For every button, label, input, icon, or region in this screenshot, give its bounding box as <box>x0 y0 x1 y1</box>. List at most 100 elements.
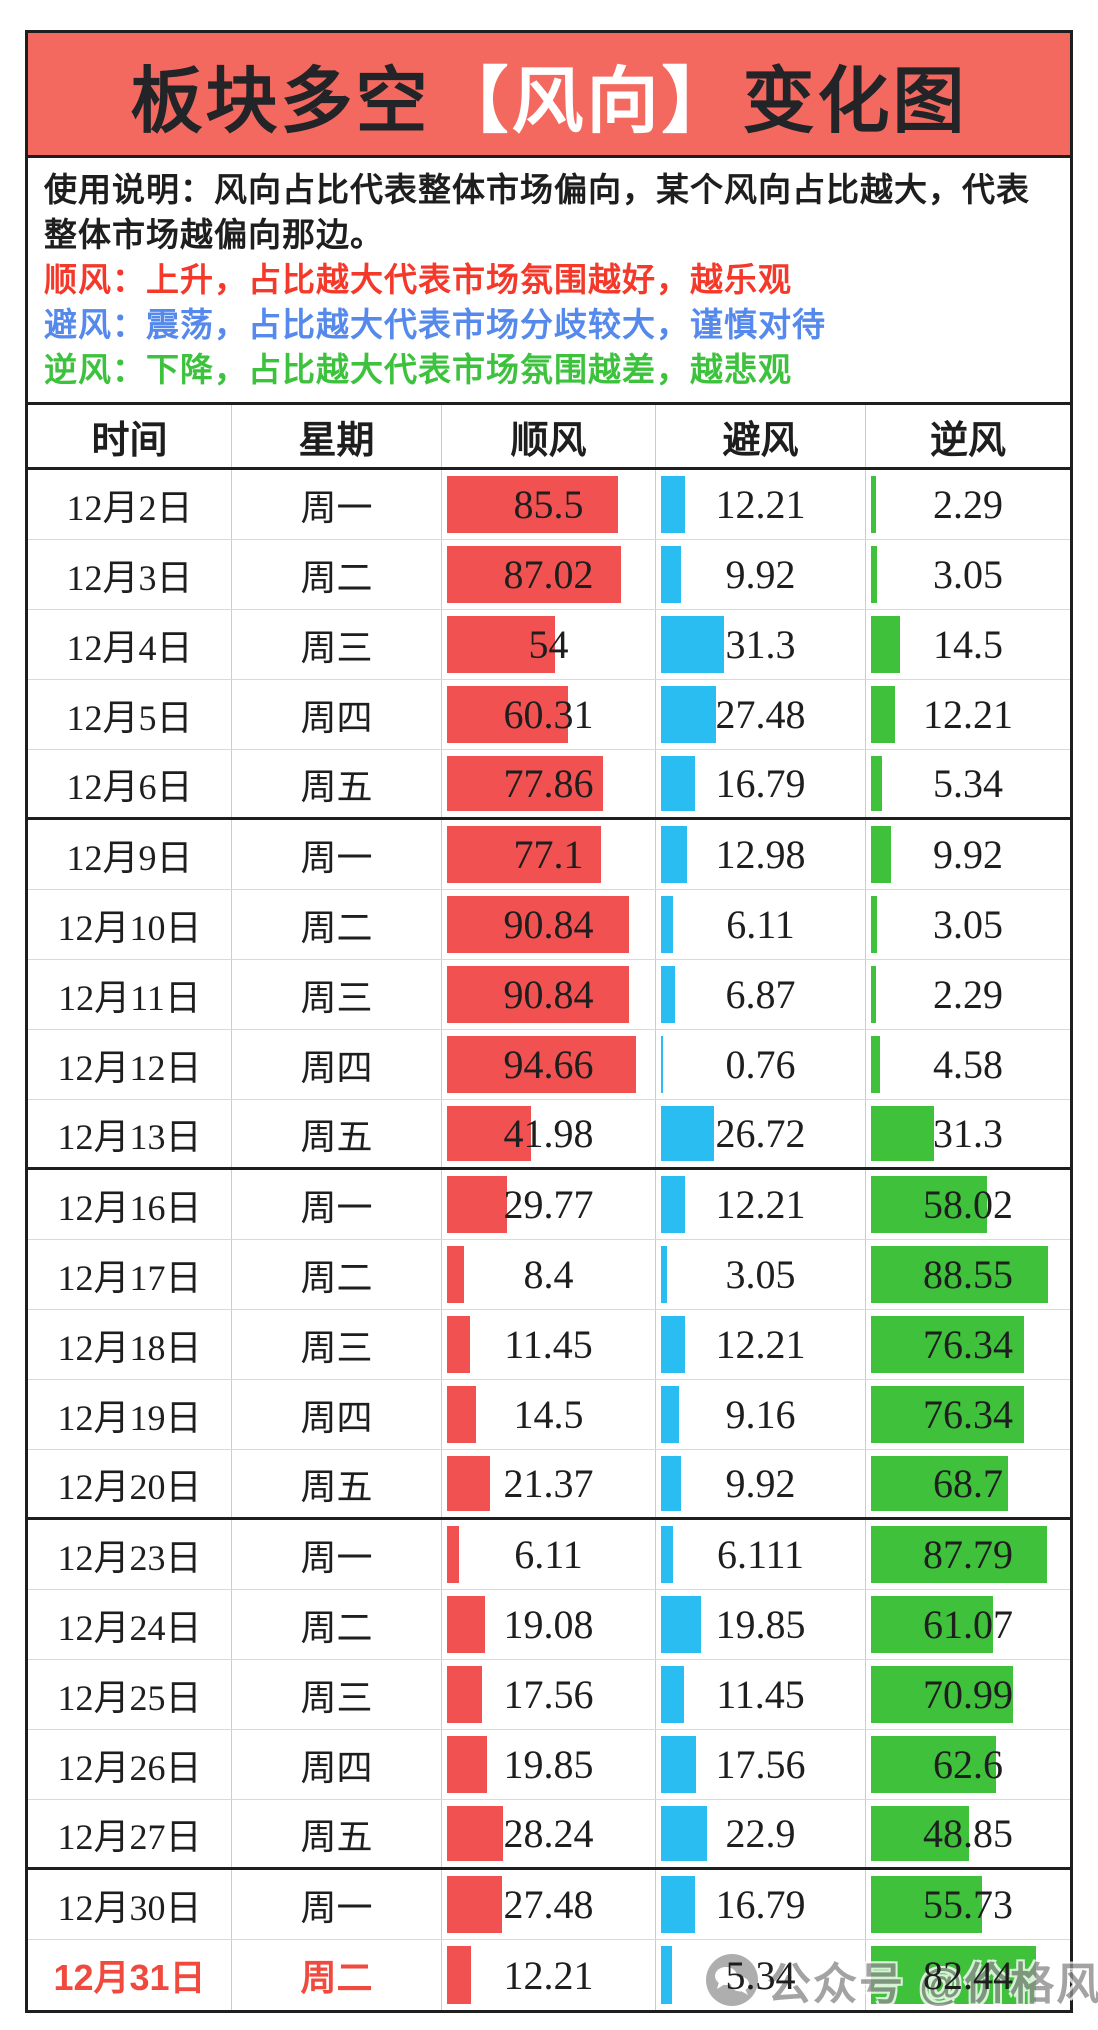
shun-value: 54 <box>528 622 569 667</box>
title-banner: 板块多空【风向】变化图 <box>28 33 1070 158</box>
shun-bar <box>447 1526 460 1583</box>
header-week: 星期 <box>231 405 441 467</box>
ni-value: 76.34 <box>923 1392 1013 1437</box>
ni-bar-cell: 87.79 <box>865 1520 1070 1589</box>
ni-bar-cell: 2.29 <box>865 470 1070 539</box>
bi-value: 17.56 <box>715 1742 806 1787</box>
shun-value: 77.86 <box>503 761 594 806</box>
ni-value: 2.29 <box>933 972 1003 1017</box>
date-cell: 12月17日 <box>57 1257 202 1298</box>
ni-value: 58.02 <box>923 1182 1013 1227</box>
bi-bar <box>661 896 674 953</box>
ni-value: 3.05 <box>933 552 1003 597</box>
week-cell: 周五 <box>231 750 441 817</box>
bi-value: 12.21 <box>715 482 806 527</box>
title-part2: 变化图 <box>742 61 968 142</box>
shun-bar <box>447 1036 637 1093</box>
table-row: 12月16日 周一 29.77 12.21 58.02 <box>28 1170 1070 1240</box>
bi-bar-cell: 31.3 <box>655 610 865 679</box>
ni-bar-cell: 76.34 <box>865 1310 1070 1379</box>
ni-bar <box>871 1666 1013 1723</box>
week-cell: 周二 <box>231 1940 441 2010</box>
ni-bar-cell: 68.7 <box>865 1450 1070 1517</box>
shun-bar <box>447 616 555 673</box>
ni-bar-cell: 55.73 <box>865 1870 1070 1939</box>
ni-bar-cell: 3.05 <box>865 890 1070 959</box>
ni-bar <box>871 476 876 533</box>
shun-value: 87.02 <box>503 552 594 597</box>
ni-bar <box>871 1736 997 1793</box>
week-cell: 周五 <box>231 1800 441 1867</box>
date-cell: 12月9日 <box>66 837 193 878</box>
ni-bar <box>871 1526 1047 1583</box>
shun-bar <box>447 1666 483 1723</box>
date-cell: 12月5日 <box>66 697 193 738</box>
bi-value: 6.11 <box>726 902 795 947</box>
bi-bar-cell: 5.34 <box>655 1940 865 2010</box>
week-cell: 周三 <box>231 1660 441 1729</box>
table-row: 12月18日 周三 11.45 12.21 76.34 <box>28 1310 1070 1380</box>
shun-value: 29.77 <box>503 1182 594 1227</box>
header-tailwind: 顺风 <box>441 405 655 467</box>
date-cell: 12月18日 <box>57 1327 202 1368</box>
main-panel: 板块多空【风向】变化图 使用说明：风向占比代表整体市场偏向，某个风向占比越大，代… <box>25 30 1073 2013</box>
shun-bar <box>447 1456 490 1511</box>
bi-bar-cell: 22.9 <box>655 1800 865 1867</box>
shun-bar-cell: 90.84 <box>441 890 655 959</box>
ni-value: 70.99 <box>923 1672 1013 1717</box>
shun-value: 14.5 <box>513 1392 584 1437</box>
title-highlight: 【风向】 <box>436 61 737 142</box>
ni-value: 12.21 <box>923 692 1013 737</box>
week-cell: 周四 <box>231 680 441 749</box>
bi-bar <box>661 756 695 811</box>
bi-bar-cell: 6.111 <box>655 1520 865 1589</box>
bi-bar-cell: 11.45 <box>655 1660 865 1729</box>
table-row: 12月26日 周四 19.85 17.56 62.6 <box>28 1730 1070 1800</box>
bi-bar <box>661 1666 684 1723</box>
ni-bar-cell: 82.44 <box>865 1940 1070 2010</box>
week-cell: 周一 <box>231 1520 441 1589</box>
legend-shelter: 避风：震荡，占比越大代表市场分歧较大，谨慎对待 <box>44 306 826 343</box>
shun-value: 27.48 <box>503 1882 594 1927</box>
shun-bar <box>447 896 629 953</box>
table-row: 12月20日 周五 21.37 9.92 68.7 <box>28 1450 1070 1520</box>
shun-bar-cell: 12.21 <box>441 1940 655 2010</box>
shun-bar-cell: 21.37 <box>441 1450 655 1517</box>
bi-bar-cell: 3.05 <box>655 1240 865 1309</box>
ni-value: 31.3 <box>933 1111 1003 1156</box>
ni-bar <box>871 1946 1036 2004</box>
bi-value: 3.05 <box>725 1252 796 1297</box>
ni-bar <box>871 826 891 883</box>
bi-value: 16.79 <box>715 1882 806 1927</box>
ni-bar <box>871 966 876 1023</box>
table-row: 12月31日 周二 12.21 5.34 82.44 <box>28 1940 1070 2010</box>
week-cell: 周五 <box>231 1100 441 1167</box>
table-header-row: 时间 星期 顺风 避风 逆风 <box>28 405 1070 470</box>
shun-bar-cell: 19.85 <box>441 1730 655 1799</box>
page-title: 板块多空【风向】变化图 <box>130 42 967 147</box>
shun-bar <box>447 826 602 883</box>
bi-bar <box>661 1596 701 1653</box>
bi-bar-cell: 9.92 <box>655 1450 865 1517</box>
shun-value: 77.1 <box>513 832 584 877</box>
ni-bar-cell: 14.5 <box>865 610 1070 679</box>
table-row: 12月10日 周二 90.84 6.11 3.05 <box>28 890 1070 960</box>
week-cell: 周二 <box>231 1590 441 1659</box>
shun-bar-cell: 17.56 <box>441 1660 655 1729</box>
shun-bar <box>447 1386 476 1443</box>
legend-headwind: 逆风：下降，占比越大代表市场氛围越差，越悲观 <box>44 351 792 388</box>
shun-bar <box>447 1316 470 1373</box>
table-row: 12月25日 周三 17.56 11.45 70.99 <box>28 1660 1070 1730</box>
bi-bar <box>661 1736 697 1793</box>
ni-value: 82.44 <box>923 1952 1013 1998</box>
ni-value: 88.55 <box>923 1252 1013 1297</box>
ni-bar-cell: 4.58 <box>865 1030 1070 1099</box>
shun-bar-cell: 27.48 <box>441 1870 655 1939</box>
ni-bar-cell: 61.07 <box>865 1590 1070 1659</box>
shun-bar-cell: 85.5 <box>441 470 655 539</box>
bi-bar <box>661 1176 686 1233</box>
header-headwind: 逆风 <box>865 405 1070 467</box>
bi-value: 0.76 <box>725 1042 796 1087</box>
ni-bar-cell: 9.92 <box>865 820 1070 889</box>
shun-value: 41.98 <box>503 1111 594 1156</box>
